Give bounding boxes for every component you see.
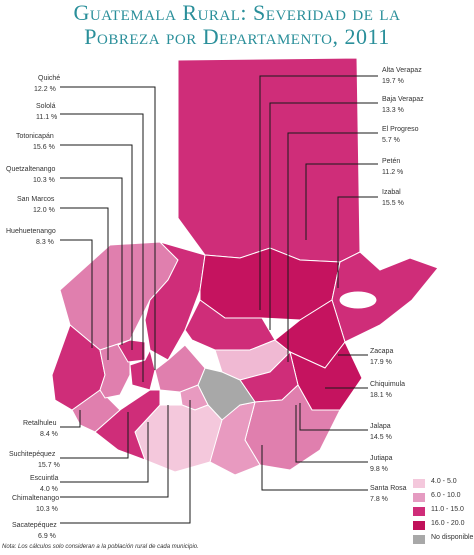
label-chimaltenango-name: Chimaltenango (12, 495, 59, 502)
leader-peten (305, 163, 378, 240)
label-izabal-name: Izabal (382, 189, 401, 196)
leader-izabal (337, 196, 378, 288)
leader-escuintla (60, 422, 149, 483)
leader-solola (60, 113, 144, 382)
leader-quetzaltenango (60, 177, 123, 345)
label-jalapa-name: Jalapa (370, 423, 391, 430)
map-title-line-1: Guatemala Rural: Severidad de la (73, 0, 401, 25)
lake-izabal (339, 291, 377, 309)
leader-el-progreso (287, 132, 378, 362)
label-suchitepequez-name: Suchitepéquez (9, 451, 56, 458)
map-title-line-2: Pobreza por Departamento, 2011 (84, 24, 390, 49)
legend-swatch (413, 535, 425, 544)
leader-suchitepequez (60, 412, 129, 459)
leader-alta-verapaz (259, 75, 378, 310)
label-totonicapan-name: Totonicapán (16, 133, 54, 140)
label-chimaltenango-value: 10.3 % (36, 506, 58, 513)
label-quiche-name: Quiché (38, 75, 60, 82)
label-san-marcos-value: 12.0 % (33, 207, 55, 214)
label-huehuetenango-value: 8.3 % (36, 239, 54, 246)
label-escuintla-name: Escuintla (30, 475, 59, 482)
leader-jalapa (299, 403, 368, 431)
label-zacapa-value: 17.9 % (370, 359, 392, 366)
label-santa-rosa-value: 7.8 % (370, 496, 388, 503)
label-quetzaltenango-value: 10.3 % (33, 177, 55, 184)
leader-quiche (60, 86, 156, 370)
legend-label: 16.0 - 20.0 (431, 520, 465, 527)
dept-chimaltenango (154, 344, 206, 393)
label-chiquimula-name: Chiquimula (370, 381, 405, 388)
footnote: Nota: Los cálculos solo consideran a la … (2, 544, 199, 550)
label-zacapa-name: Zacapa (370, 348, 393, 355)
legend-swatch (413, 507, 425, 516)
label-santa-rosa-name: Santa Rosa (370, 485, 407, 492)
label-solola-value: 11.1 % (36, 114, 57, 121)
label-baja-verapaz-name: Baja Verapaz (382, 96, 424, 103)
dept-escuintla (134, 404, 223, 473)
label-baja-verapaz-value: 13.3 % (382, 107, 404, 114)
label-quetzaltenango-name: Quetzaltenango (6, 166, 56, 173)
label-alta-verapaz-name: Alta Verapaz (382, 67, 422, 74)
label-chiquimula-value: 18.1 % (370, 392, 392, 399)
leader-huehuetenango (60, 239, 93, 348)
label-jalapa-value: 14.5 % (370, 434, 392, 441)
label-peten-value: 11.2 % (382, 169, 403, 176)
label-sacatepequez-name: Sacatepéquez (12, 522, 57, 529)
legend-swatch (413, 479, 425, 488)
legend-label: No disponible (431, 534, 474, 541)
legend-label: 4.0 - 5.0 (431, 478, 457, 485)
leader-retalhuleu (60, 410, 81, 428)
label-el-progreso-name: El Progreso (382, 126, 419, 133)
label-retalhuleu-name: Retalhuleu (23, 420, 57, 427)
label-retalhuleu-value: 8.4 % (40, 431, 58, 438)
leader-totonicapan (60, 144, 133, 350)
label-sacatepequez-value: 6.9 % (38, 533, 56, 540)
label-jutiapa-value: 9.8 % (370, 466, 388, 473)
legend-swatch (413, 521, 425, 530)
leader-sacatepequez (60, 400, 191, 524)
leader-jutiapa (295, 405, 368, 463)
label-huehuetenango-name: Huehuetenango (6, 228, 56, 235)
label-totonicapan-value: 15.6 % (33, 144, 55, 151)
label-izabal-value: 15.5 % (382, 200, 404, 207)
legend-label: 6.0 - 10.0 (431, 492, 461, 499)
label-san-marcos-name: San Marcos (17, 196, 55, 203)
legend-label: 11.0 - 15.0 (431, 506, 464, 513)
label-suchitepequez-value: 15.7 % (38, 462, 60, 469)
leader-baja-verapaz (269, 102, 378, 330)
label-alta-verapaz-value: 19.7 % (382, 78, 404, 85)
label-jutiapa-name: Jutiapa (370, 455, 393, 462)
label-quiche-value: 12.2 % (34, 86, 56, 93)
leader-chimaltenango (60, 405, 169, 498)
label-el-progreso-value: 5.7 % (382, 137, 400, 144)
legend-swatch (413, 493, 425, 502)
leader-santa-rosa (261, 445, 368, 491)
dept-totonicapan (117, 339, 146, 363)
dept-peten (177, 57, 361, 263)
leader-san-marcos (60, 207, 109, 360)
label-escuintla-value: 4.0 % (40, 486, 58, 493)
label-peten-name: Petén (382, 158, 400, 165)
label-solola-name: Sololá (36, 103, 56, 110)
